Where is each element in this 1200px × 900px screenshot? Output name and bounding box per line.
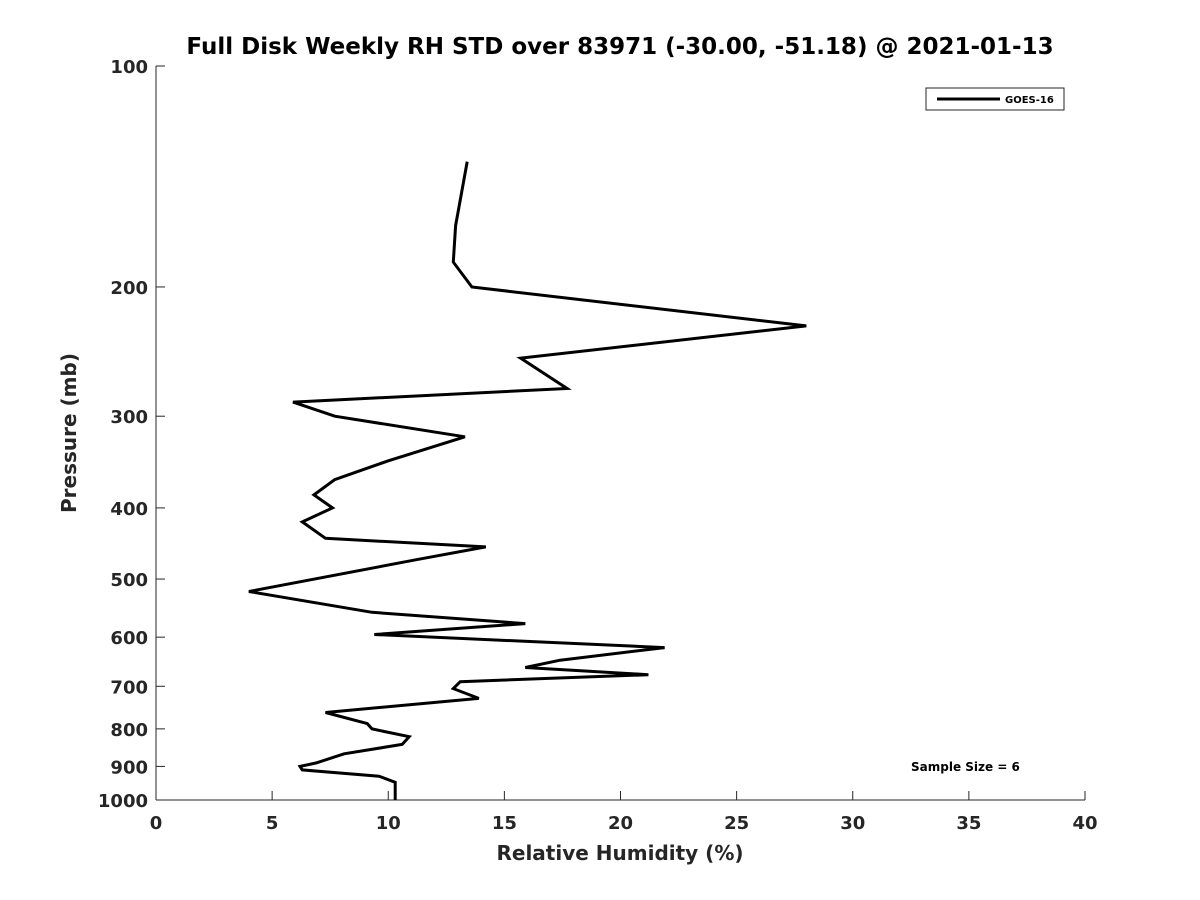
x-tick-label: 5 [266,813,279,834]
y-tick-label: 1000 [98,791,148,812]
y-tick-label: 100 [110,57,148,78]
y-tick-label: 600 [110,628,148,649]
x-tick-label: 15 [492,813,517,834]
legend: GOES-16 [925,87,1065,111]
x-tick-label: 25 [724,813,749,834]
chart-title: Full Disk Weekly RH STD over 83971 (-30.… [186,34,1053,60]
x-tick-label: 20 [608,813,633,834]
x-axis-label: Relative Humidity (%) [496,841,743,865]
y-tick-label: 900 [110,757,148,778]
y-ticks: 100 200 300 400 500 600 700 800 900 1000 [98,57,165,812]
series-group [248,161,807,800]
y-tick-label: 800 [110,720,148,741]
x-tick-label: 35 [956,813,981,834]
sample-size-annotation: Sample Size = 6 [911,760,1020,774]
x-ticks: 0 5 10 15 20 25 30 35 40 [150,791,1098,834]
y-tick-label: 300 [110,407,148,428]
y-axis-label: Pressure (mb) [57,353,81,513]
y-tick-label: 400 [110,499,148,520]
legend-label-goes16: GOES-16 [1005,95,1054,106]
y-tick-label: 200 [110,278,148,299]
x-tick-label: 10 [376,813,401,834]
x-tick-label: 30 [840,813,865,834]
x-tick-label: 40 [1072,813,1097,834]
y-tick-label: 700 [110,677,148,698]
y-tick-label: 500 [110,570,148,591]
x-tick-label: 0 [150,813,163,834]
series-line-goes16 [248,161,807,800]
